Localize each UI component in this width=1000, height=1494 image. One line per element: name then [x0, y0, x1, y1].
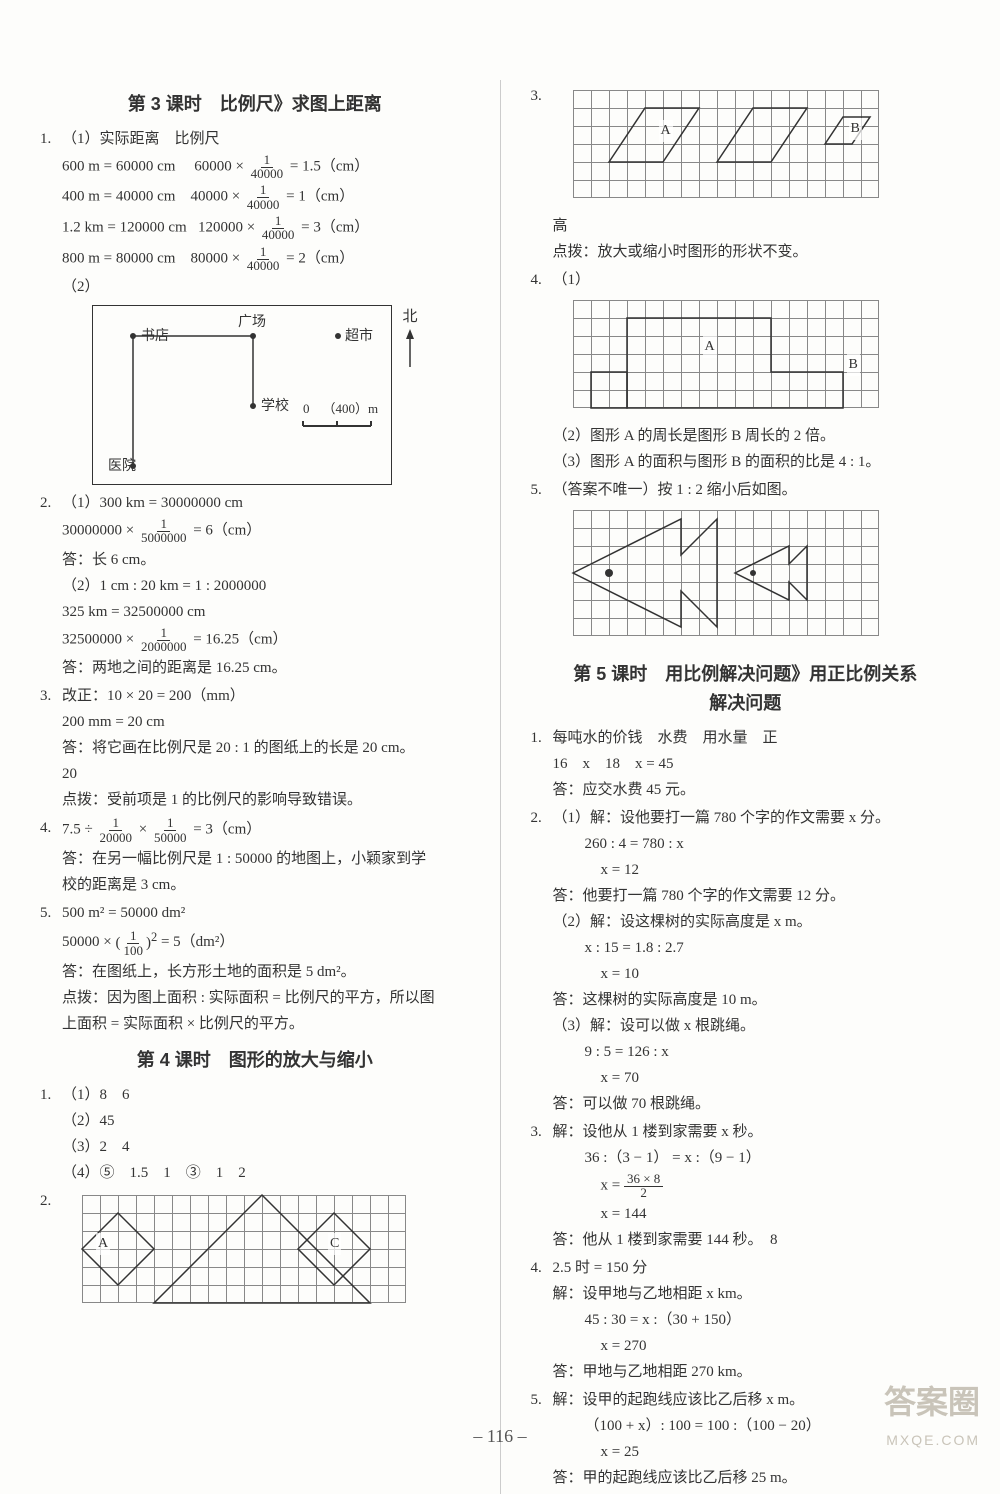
- q3: 3. 改正：10 × 20 = 200（mm） 200 mm = 20 cm 答…: [40, 684, 470, 812]
- map-bookstore: 书店: [141, 326, 169, 348]
- q1-calc-2: 1.2 km = 120000 cm 120000 × 140000 = 3（c…: [62, 214, 470, 243]
- lesson3-title: 第 3 课时 比例尺》求图上距离: [40, 90, 470, 119]
- c0-a: 600 m = 60000 cm: [62, 159, 175, 175]
- lesson4-title: 第 4 课时 图形的放大与缩小: [40, 1046, 470, 1075]
- q1-calc-0: 600 m = 60000 cm 60000 × 140000 = 1.5（cm…: [62, 153, 470, 182]
- c0-pre: 60000 ×: [194, 159, 247, 175]
- q1-part2-label: （2）: [62, 275, 470, 299]
- column-divider: [500, 80, 501, 1494]
- q2: 2. （1）300 km = 30000000 cm 30000000 × 15…: [40, 491, 470, 680]
- page-columns: 第 3 课时 比例尺》求图上距离 1. （1）实际距离 比例尺 600 m = …: [40, 80, 960, 1494]
- right-column: 3. A B 高 点拨：放大或缩小时图形的形状不变。 4. （1）: [531, 80, 961, 1494]
- l5-q2: 2. （1）解：设他要打一篇 780 个字的作文需要 x 分。 260 : 4 …: [531, 806, 961, 1116]
- page-number: – 116 –: [0, 1422, 1000, 1451]
- r-q3-grid: A B: [573, 90, 879, 198]
- q1-calc-1: 400 m = 40000 cm 40000 × 140000 = 1（cm）: [62, 183, 470, 212]
- map-square: 广场: [238, 312, 266, 334]
- r-q5-grid: [573, 510, 879, 636]
- left-column: 第 3 课时 比例尺》求图上距离 1. （1）实际距离 比例尺 600 m = …: [40, 80, 470, 1494]
- watermark: 答案圈 MXQE.COM: [884, 1377, 980, 1451]
- l5-q1: 1. 每吨水的价钱 水费 用水量 正 16 x 18 x = 45 答：应交水费…: [531, 726, 961, 802]
- q5: 5. 500 m² = 50000 dm² 50000 × (1100)2 = …: [40, 901, 470, 1036]
- q4: 4. 7.5 ÷ 120000 × 150000 = 3（cm） 答：在另一幅比…: [40, 816, 470, 897]
- c0-suf: = 1.5（cm）: [290, 159, 369, 175]
- l4-q2: 2. A C: [40, 1189, 470, 1317]
- l5-q3: 3. 解：设他从 1 楼到家需要 x 秒。 36 :（3 − 1） = x :（…: [531, 1120, 961, 1253]
- map-hospital: 医院: [108, 456, 136, 478]
- r-q3: 3. A B 高 点拨：放大或缩小时图形的形状不变。: [531, 84, 961, 264]
- q1-num: 1.: [40, 127, 51, 151]
- l4-q2-grid: A C: [82, 1195, 406, 1303]
- l4-q1: 1. （1）8 6 （2）45 （3）2 4 （4）⑤ 1.5 1 ③ 1 2: [40, 1083, 470, 1185]
- r-q4-grid: A B: [573, 300, 879, 408]
- north-indicator: 北: [402, 305, 418, 377]
- map-diagram: 书店 广场 超市 学校 医院 0 （400）m: [92, 305, 392, 485]
- lesson5-title: 第 5 课时 用比例解决问题》用正比例关系 解决问题: [531, 660, 961, 718]
- r-q5: 5. （答案不唯一）按 1 : 2 缩小后如图。: [531, 478, 961, 650]
- map-school: 学校: [261, 396, 289, 418]
- map-market: 超市: [345, 326, 373, 348]
- q1: 1. （1）实际距离 比例尺 600 m = 60000 cm 60000 × …: [40, 127, 470, 485]
- q1-calc-3: 800 m = 80000 cm 80000 × 140000 = 2（cm）: [62, 245, 470, 274]
- r-q4: 4. （1） A B （2）图形 A 的周长是图形 B 周长的 2 倍。 （3）…: [531, 268, 961, 474]
- q1-part1: （1）实际距离 比例尺: [62, 127, 470, 151]
- c0-frac: 140000: [248, 153, 287, 182]
- l5-q4: 4. 2.5 时 = 150 分 解：设甲地与乙地相距 x km。 45 : 3…: [531, 1256, 961, 1384]
